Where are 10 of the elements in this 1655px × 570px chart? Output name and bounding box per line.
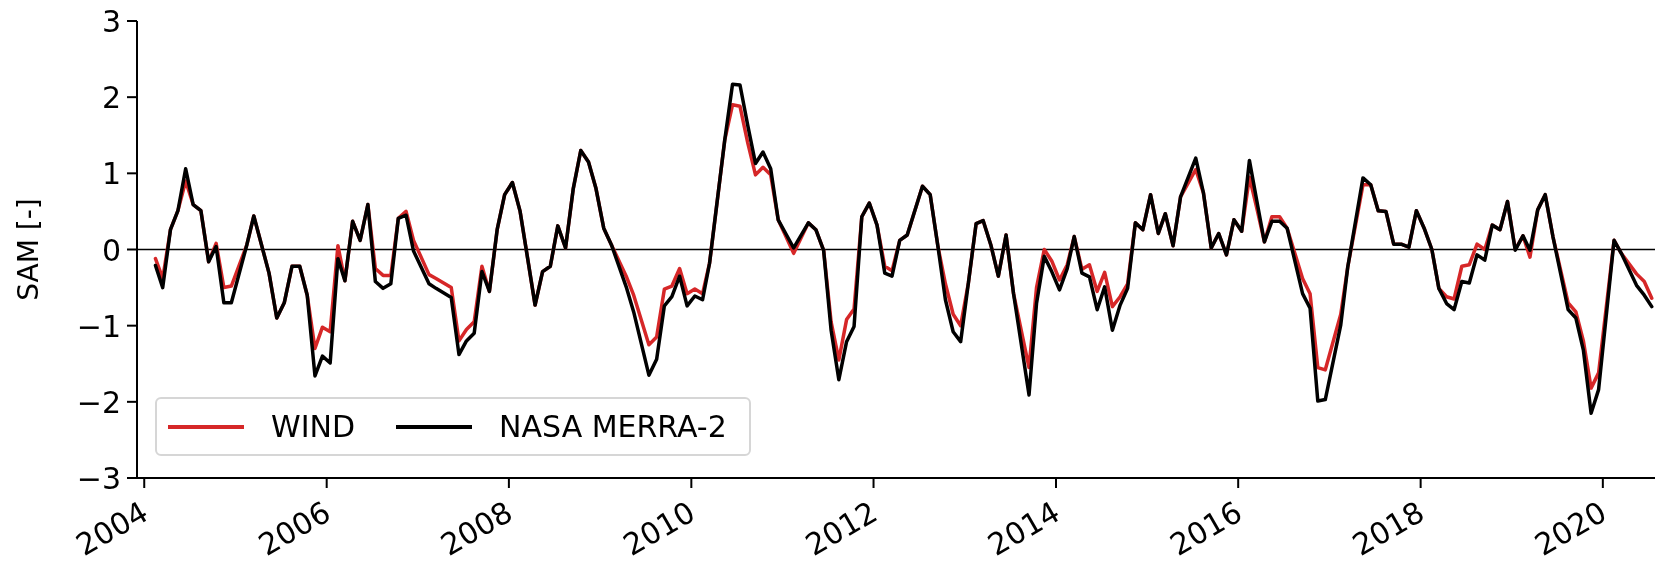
y-tick-label: 1 [101, 156, 121, 192]
y-tick-label: 0 [101, 232, 121, 268]
legend-label: WIND [271, 409, 356, 444]
y-tick-label: 3 [101, 4, 121, 39]
y-tick-label: −3 [76, 461, 121, 496]
y-tick-label: −1 [76, 308, 121, 344]
y-tick-label: 2 [101, 80, 121, 116]
legend-label: NASA MERRA-2 [499, 409, 727, 444]
y-tick-label: −2 [76, 384, 121, 420]
y-axis-title: SAM [-] [11, 198, 45, 301]
